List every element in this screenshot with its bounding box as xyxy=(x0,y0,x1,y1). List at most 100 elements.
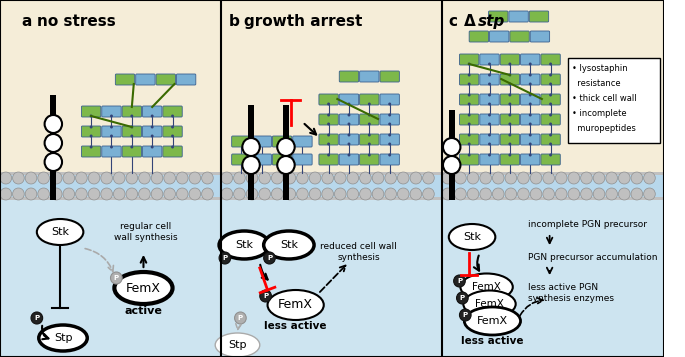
Circle shape xyxy=(234,172,245,184)
Circle shape xyxy=(593,188,605,200)
FancyBboxPatch shape xyxy=(163,126,182,137)
Circle shape xyxy=(327,102,330,106)
Circle shape xyxy=(234,188,245,200)
FancyBboxPatch shape xyxy=(479,74,499,85)
FancyBboxPatch shape xyxy=(521,134,540,145)
Circle shape xyxy=(505,188,516,200)
FancyBboxPatch shape xyxy=(380,94,399,105)
Circle shape xyxy=(606,188,617,200)
Circle shape xyxy=(529,114,532,116)
FancyBboxPatch shape xyxy=(319,154,338,165)
Text: Stp: Stp xyxy=(53,333,72,343)
Circle shape xyxy=(529,142,532,146)
Circle shape xyxy=(171,126,174,129)
Circle shape xyxy=(322,172,334,184)
FancyBboxPatch shape xyxy=(292,136,312,147)
Circle shape xyxy=(368,102,371,106)
Text: Stk: Stk xyxy=(235,240,253,250)
Circle shape xyxy=(468,62,471,65)
Text: stp: stp xyxy=(478,14,505,29)
Circle shape xyxy=(201,188,213,200)
Circle shape xyxy=(631,172,643,184)
Circle shape xyxy=(388,154,391,156)
FancyBboxPatch shape xyxy=(479,134,499,145)
FancyBboxPatch shape xyxy=(319,114,338,125)
Circle shape xyxy=(388,122,391,126)
Text: no stress: no stress xyxy=(37,14,116,29)
Text: PGN precursor accumulation: PGN precursor accumulation xyxy=(528,253,658,262)
Circle shape xyxy=(151,115,153,117)
Circle shape xyxy=(479,172,491,184)
Circle shape xyxy=(360,188,371,200)
Bar xyxy=(568,58,660,143)
Circle shape xyxy=(410,188,422,200)
Ellipse shape xyxy=(219,231,269,259)
FancyBboxPatch shape xyxy=(500,74,519,85)
Text: Stk: Stk xyxy=(280,240,298,250)
Ellipse shape xyxy=(460,273,513,301)
FancyBboxPatch shape xyxy=(252,136,271,147)
Circle shape xyxy=(151,188,163,200)
Circle shape xyxy=(88,188,100,200)
Circle shape xyxy=(75,188,87,200)
Text: less active: less active xyxy=(461,336,523,346)
Circle shape xyxy=(368,154,371,156)
Circle shape xyxy=(327,122,330,126)
Circle shape xyxy=(549,94,552,96)
Bar xyxy=(221,175,442,197)
FancyBboxPatch shape xyxy=(521,154,540,165)
Circle shape xyxy=(488,74,491,76)
Text: less active PGN
synthesis enzymes: less active PGN synthesis enzymes xyxy=(528,283,614,303)
Circle shape xyxy=(114,172,125,184)
FancyBboxPatch shape xyxy=(339,114,359,125)
Ellipse shape xyxy=(215,333,260,357)
FancyBboxPatch shape xyxy=(530,11,549,22)
Text: Stk: Stk xyxy=(51,227,69,237)
FancyBboxPatch shape xyxy=(115,74,135,85)
FancyBboxPatch shape xyxy=(479,114,499,125)
Circle shape xyxy=(488,114,491,116)
Text: • incomplete: • incomplete xyxy=(572,109,627,118)
Circle shape xyxy=(347,142,351,146)
Circle shape xyxy=(556,188,567,200)
FancyBboxPatch shape xyxy=(177,74,196,85)
Bar xyxy=(248,105,254,200)
Text: P: P xyxy=(238,315,243,321)
Circle shape xyxy=(488,134,491,136)
Circle shape xyxy=(347,114,351,116)
FancyBboxPatch shape xyxy=(541,54,560,65)
Circle shape xyxy=(549,154,552,156)
Circle shape xyxy=(508,122,511,126)
Ellipse shape xyxy=(264,231,314,259)
Text: FemX: FemX xyxy=(126,282,161,295)
Circle shape xyxy=(347,122,351,126)
Circle shape xyxy=(259,172,271,184)
Circle shape xyxy=(543,188,554,200)
Circle shape xyxy=(138,188,150,200)
Circle shape xyxy=(45,153,62,171)
Circle shape xyxy=(110,115,113,117)
Circle shape xyxy=(530,172,542,184)
FancyBboxPatch shape xyxy=(460,114,479,125)
Text: FemX: FemX xyxy=(477,316,508,326)
FancyBboxPatch shape xyxy=(509,11,528,22)
Circle shape xyxy=(126,172,138,184)
Circle shape xyxy=(234,312,246,324)
Circle shape xyxy=(488,102,491,106)
Circle shape xyxy=(201,172,213,184)
Circle shape xyxy=(130,115,134,117)
Circle shape xyxy=(593,172,605,184)
Circle shape xyxy=(508,102,511,106)
Circle shape xyxy=(410,172,422,184)
FancyBboxPatch shape xyxy=(102,126,121,137)
Circle shape xyxy=(246,188,258,200)
Bar xyxy=(221,0,442,172)
Text: regular cell
wall synthesis: regular cell wall synthesis xyxy=(114,222,177,242)
FancyBboxPatch shape xyxy=(479,94,499,105)
Circle shape xyxy=(260,290,271,302)
Circle shape xyxy=(529,94,532,96)
FancyBboxPatch shape xyxy=(541,74,560,85)
Circle shape xyxy=(443,138,460,156)
Text: P: P xyxy=(114,275,119,281)
Circle shape xyxy=(101,188,112,200)
